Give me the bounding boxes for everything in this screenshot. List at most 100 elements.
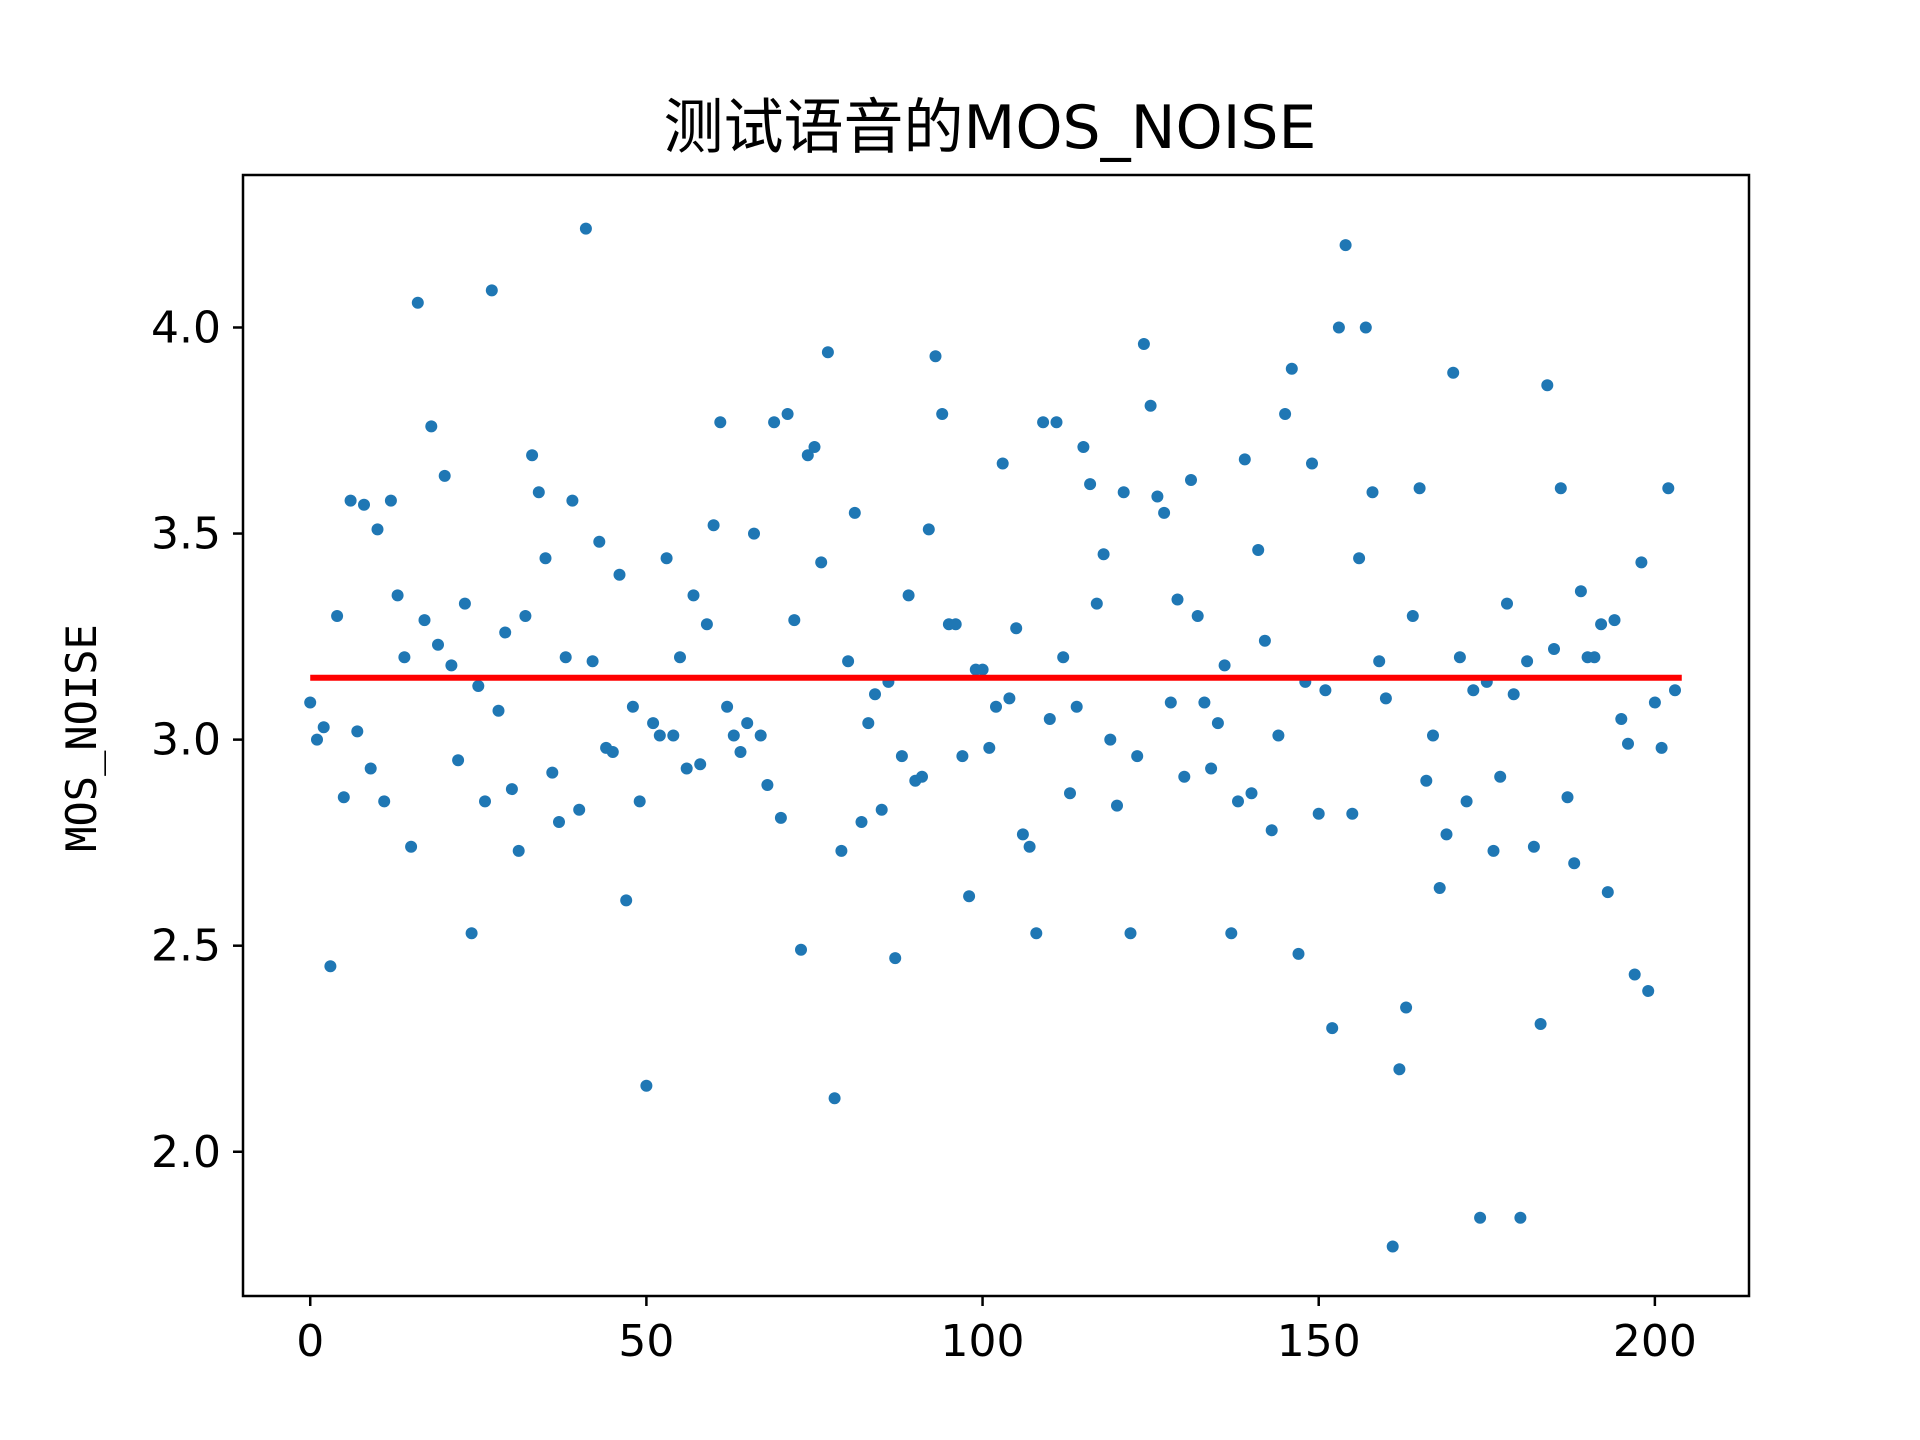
data-point [1016,828,1029,841]
data-point [741,717,754,730]
data-point [721,700,734,713]
data-point [1211,717,1224,730]
data-point [929,350,942,363]
data-point [855,816,868,828]
data-point [1521,655,1534,668]
data-point [1171,593,1184,606]
data-point [781,408,794,420]
data-point [1043,713,1056,725]
data-point [680,762,693,775]
data-point [1541,379,1554,392]
data-point [694,758,707,771]
data-point [1070,700,1083,713]
plot-frame [241,173,1751,1298]
data-point [653,729,666,742]
x-tick-label: 0 [296,1316,324,1367]
data-point [593,535,606,548]
data-point [546,766,559,779]
data-point [1413,482,1426,495]
data-point [1433,882,1446,894]
data-point [1258,634,1271,647]
data-point [317,721,330,734]
data-point [848,506,861,519]
data-point [1642,985,1655,997]
data-point [505,783,518,796]
data-point [1514,1211,1527,1224]
data-point [452,754,465,767]
data-point [331,610,344,622]
data-point [821,346,834,359]
data-point [633,795,646,808]
data-point [526,449,539,462]
data-point [1554,482,1567,495]
data-point [1467,684,1480,697]
data-point [963,890,976,903]
data-point [707,519,720,532]
data-point [835,844,848,857]
data-point [1379,692,1392,705]
data-point [485,284,498,297]
data-point [1185,474,1197,486]
y-tick-label: 3.0 [151,715,221,766]
data-point [1037,416,1050,429]
data-point [384,494,397,507]
data-point [1030,927,1043,940]
data-point [687,589,700,602]
data-point [606,746,619,758]
data-point [1507,688,1520,701]
data-point [458,597,471,610]
data-point [579,222,592,235]
data-point [842,655,855,668]
data-point [1158,506,1171,519]
data-point [1064,787,1076,800]
data-point [1225,927,1238,940]
data-point [1306,457,1318,470]
data-point [1265,824,1278,837]
data-point [1023,840,1036,853]
data-point [1373,655,1386,668]
data-point [1104,733,1117,746]
data-point [304,696,317,709]
data-point [828,1092,841,1105]
data-point [1218,659,1231,672]
data-point [795,943,807,956]
x-tick-label: 50 [618,1316,674,1367]
data-point [1588,651,1601,664]
data-point [1279,408,1292,420]
data-point [445,659,458,672]
data-point [1326,1022,1339,1035]
data-point [956,750,969,763]
data-point [1662,482,1675,495]
data-point [337,791,350,804]
data-point [1205,762,1218,775]
data-point [1057,651,1070,664]
data-point [990,700,1002,713]
data-point [667,729,680,742]
data-point [613,568,626,581]
data-point [1386,1240,1399,1253]
data-point [465,927,478,940]
data-point [1178,770,1191,783]
data-point [438,469,451,482]
data-point [1595,618,1608,631]
x-tick-label: 200 [1613,1316,1697,1367]
data-point [1252,544,1265,556]
data-point [344,494,357,507]
data-point [492,704,505,717]
data-point [1332,321,1345,334]
chart-title: 测试语音的MOS_NOISE [664,93,1317,163]
data-point [1238,453,1251,466]
data-point [479,795,491,808]
data-point [620,894,633,907]
data-point [774,811,787,824]
data-point [425,420,438,433]
data-point [788,614,801,627]
data-point [1460,795,1473,808]
data-point [1232,795,1244,808]
y-tick-label: 3.5 [151,509,221,560]
x-tick-label: 150 [1277,1316,1361,1367]
data-point [566,494,579,507]
data-point [378,795,391,808]
